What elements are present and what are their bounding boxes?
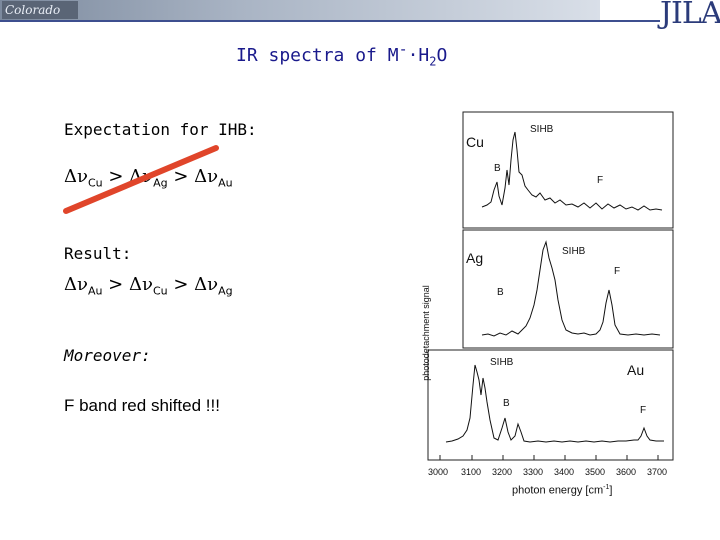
ag-peak-sihb: SIHB xyxy=(562,246,586,257)
strike-line xyxy=(63,145,219,214)
x-axis-ticks xyxy=(439,455,659,460)
jila-logo: JILA xyxy=(660,0,720,31)
x-tick: 3100 xyxy=(461,467,482,477)
panel-ag-label: Ag xyxy=(466,250,484,266)
cu-peak-b: B xyxy=(494,163,501,174)
panel-au-label: Au xyxy=(627,362,645,378)
x-tick: 3300 xyxy=(523,467,544,477)
cu-peak-f: F xyxy=(597,175,604,186)
au-peak-sihb: SIHB xyxy=(490,357,514,368)
spectrum-cu xyxy=(481,131,663,211)
slide-title: IR spectra of M-·H2O xyxy=(236,40,448,69)
result-inequality: ΔνAu > ΔνCu > ΔνAg xyxy=(64,274,233,298)
spectrum-au xyxy=(445,364,664,443)
x-tick: 3700 xyxy=(647,467,668,477)
y-axis-label: photodetachment signal xyxy=(421,285,431,381)
result-heading: Result: xyxy=(64,244,132,263)
spectrum-ag xyxy=(481,240,661,337)
ag-peak-b: B xyxy=(497,287,504,298)
panel-cu-label: Cu xyxy=(466,134,484,150)
moreover-heading: Moreover: xyxy=(64,346,151,365)
x-tick: 3600 xyxy=(616,467,637,477)
x-tick: 3400 xyxy=(554,467,575,477)
au-peak-f: F xyxy=(640,405,647,416)
expectation-inequality: ΔνCu > ΔνAg > ΔνAu xyxy=(64,166,233,190)
x-tick: 3000 xyxy=(428,467,449,477)
panel-cu-frame xyxy=(462,111,674,229)
cu-peak-sihb: SIHB xyxy=(530,124,554,135)
ag-peak-f: F xyxy=(614,266,621,277)
panel-ag-frame xyxy=(462,229,674,349)
university-logo: Colorado xyxy=(2,1,78,19)
expectation-heading: Expectation for IHB: xyxy=(64,120,257,139)
au-peak-b: B xyxy=(503,398,510,409)
header-divider xyxy=(0,20,660,22)
x-tick: 3200 xyxy=(492,467,513,477)
x-axis-label: photon energy [cm-1] xyxy=(512,484,613,497)
panel-au-frame xyxy=(427,349,674,461)
header-bar: Colorado xyxy=(0,0,720,22)
x-tick: 3500 xyxy=(585,467,606,477)
moreover-text: F band red shifted !!! xyxy=(64,396,220,415)
header-gradient xyxy=(0,0,600,20)
